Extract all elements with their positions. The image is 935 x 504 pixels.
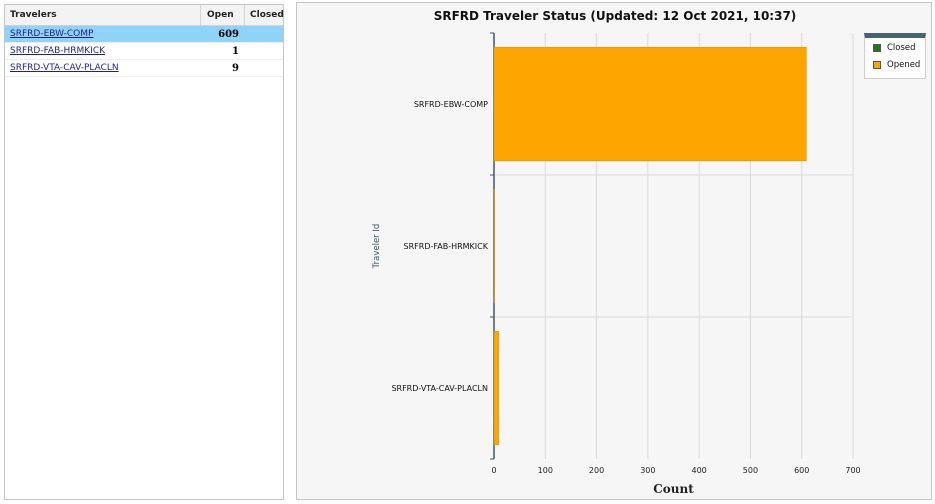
chart-legend: Closed Opened <box>864 33 926 79</box>
y-category-label: SRFRD-VTA-CAV-PLACLN <box>391 384 488 393</box>
x-tick-label: 400 <box>692 466 707 475</box>
table-row[interactable]: SRFRD-VTA-CAV-PLACLN 9 <box>5 60 283 77</box>
chart-panel: SRFRD Traveler Status (Updated: 12 Oct 2… <box>296 2 932 500</box>
x-tick-label: 500 <box>743 466 758 475</box>
x-tick-label: 300 <box>640 466 655 475</box>
bar-chart: 0 100 200 300 400 500 600 700 SRFRD-EBW-COMP SRFR… <box>372 32 861 496</box>
table-header: Travelers Open Closed <box>5 5 284 26</box>
header-travelers[interactable]: Travelers <box>5 5 201 25</box>
traveler-link[interactable]: SRFRD-EBW-COMP <box>10 29 94 39</box>
closed-count <box>245 60 283 76</box>
y-category-label: SRFRD-FAB-HRMKICK <box>404 242 489 251</box>
closed-count <box>245 43 283 59</box>
table-row[interactable]: SRFRD-EBW-COMP 609 <box>5 26 283 43</box>
legend-item-closed[interactable]: Closed <box>865 40 925 55</box>
legend-label-opened: Opened <box>887 59 921 70</box>
open-count: 9 <box>232 62 239 74</box>
bar-opened <box>493 188 495 304</box>
y-category-label: SRFRD-EBW-COMP <box>414 100 488 109</box>
bar-opened <box>493 46 807 162</box>
x-axis-title: Count <box>653 482 694 496</box>
bar-opened <box>493 330 499 446</box>
travelers-table: Travelers Open Closed SRFRD-EBW-COMP 609… <box>4 4 284 500</box>
chart-title: SRFRD Traveler Status (Updated: 12 Oct 2… <box>433 9 797 23</box>
table-row[interactable]: SRFRD-FAB-HRMKICK 1 <box>5 43 283 60</box>
closed-count <box>245 26 283 42</box>
open-count: 609 <box>218 28 239 40</box>
opened-swatch-icon <box>873 60 881 69</box>
x-tick-label: 200 <box>589 466 604 475</box>
header-open[interactable]: Open <box>201 5 245 25</box>
x-tick-label: 700 <box>845 466 860 475</box>
x-tick-label: 100 <box>538 466 553 475</box>
open-count: 1 <box>232 45 239 57</box>
closed-swatch-icon <box>873 43 881 52</box>
legend-item-opened[interactable]: Opened <box>865 57 925 72</box>
traveler-link[interactable]: SRFRD-FAB-HRMKICK <box>10 46 106 56</box>
x-tick-label: 600 <box>794 466 809 475</box>
header-closed[interactable]: Closed <box>250 10 284 20</box>
y-axis-title: Traveler Id <box>372 224 382 270</box>
x-tick-label: 0 <box>491 466 496 475</box>
traveler-link[interactable]: SRFRD-VTA-CAV-PLACLN <box>10 63 119 73</box>
legend-label-closed: Closed <box>887 42 916 53</box>
